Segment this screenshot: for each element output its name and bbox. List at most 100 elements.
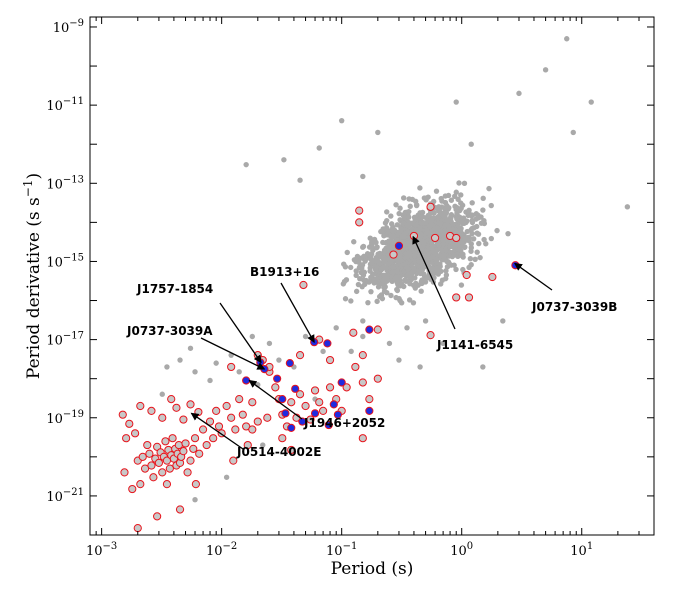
binary-pulsar-point — [358, 351, 367, 360]
y-tick-base: 10 — [46, 255, 63, 270]
pulsar-point — [353, 288, 360, 295]
pulsar-point — [468, 244, 474, 251]
y-tick-base: 10 — [46, 99, 63, 114]
pulsar-point — [398, 281, 405, 287]
y-tick-label: 10−13 — [46, 174, 84, 192]
pulsar-point — [338, 117, 345, 124]
binary-pulsar-point — [138, 452, 147, 461]
pulsar-point — [266, 340, 273, 347]
pulsar-point — [480, 207, 486, 213]
double-ns-point — [273, 374, 282, 383]
pulsar-point — [393, 294, 399, 301]
pulsar-point — [380, 239, 386, 246]
pulsar-point — [390, 269, 396, 275]
double-ns-point — [310, 409, 320, 418]
binary-pulsar-point — [253, 417, 262, 426]
binary-pulsar-point — [430, 233, 440, 243]
pulsar-point — [402, 209, 409, 216]
binary-pulsar-point — [287, 445, 296, 455]
pulsar-point — [365, 299, 371, 306]
pulsar-point — [402, 277, 408, 283]
pulsar-point — [192, 369, 198, 375]
double-ns-point — [278, 395, 287, 404]
pulsar-point — [390, 224, 396, 230]
pulsar-point — [375, 129, 381, 136]
pulsar-point — [407, 220, 413, 226]
y-tick-base: 10 — [46, 334, 63, 349]
plot-area — [89, 16, 655, 536]
pulsar-point — [451, 245, 458, 251]
pulsar-point — [425, 258, 431, 264]
binary-pulsar-point — [120, 468, 129, 477]
binary-pulsar-point — [147, 461, 156, 470]
binary-pulsar-point — [128, 484, 137, 494]
binary-pulsar-point — [212, 406, 221, 415]
pulsar-point — [377, 250, 383, 257]
pulsar-point — [429, 254, 436, 260]
pulsar-point — [435, 271, 441, 277]
pulsar-point — [470, 236, 477, 242]
pulsar-point — [476, 240, 482, 247]
x-axis-title: Period (s) — [331, 559, 414, 579]
pulsar-point — [388, 213, 394, 219]
binary-pulsar-point — [191, 480, 200, 489]
pulsar-point — [469, 200, 475, 206]
pulsar-point — [359, 283, 365, 290]
pulsar-point — [418, 278, 425, 285]
pulsar-point — [159, 391, 165, 397]
binary-pulsar-point — [315, 398, 324, 407]
pulsar-point — [429, 217, 435, 223]
pulsar-point — [441, 252, 447, 258]
pulsar-point — [468, 262, 474, 268]
pulsar-point — [417, 364, 423, 370]
pulsar-point — [384, 289, 390, 296]
pulsar-point — [403, 264, 410, 270]
pulsar-point — [411, 252, 418, 258]
binary-pulsar-point — [181, 439, 190, 448]
pulsar-point — [406, 196, 412, 202]
pulsar-point — [465, 212, 472, 218]
pulsar-point — [361, 269, 368, 275]
pulsar-point — [384, 209, 390, 215]
pulsar-point — [440, 340, 446, 347]
pulsar-point — [418, 259, 424, 266]
x-tick-base: 10 — [450, 544, 467, 559]
binary-pulsar-point — [153, 512, 162, 521]
pulsar-point — [302, 333, 309, 340]
annotation-label: J0737-3039B — [531, 300, 617, 314]
binary-pulsar-point — [227, 362, 236, 372]
binary-pulsar-point — [149, 473, 158, 482]
pulsar-point — [395, 232, 401, 238]
pulsar-point — [461, 180, 468, 187]
pulsar-point — [390, 245, 397, 252]
pulsar-point — [375, 280, 382, 286]
x-tick-exp: 1 — [587, 541, 593, 552]
pulsar-point — [458, 192, 464, 198]
annotation-arrow — [514, 262, 553, 291]
pulsar-point — [397, 205, 403, 211]
binary-pulsar-point — [158, 413, 167, 422]
y-tick-exp: −15 — [63, 252, 84, 263]
pulsar-point — [351, 257, 358, 263]
pulsar-point — [437, 228, 444, 234]
pulsar-point — [505, 230, 511, 237]
annotation-label: B1913+16 — [250, 265, 319, 279]
y-tick-base: 10 — [46, 177, 63, 192]
pulsar-point — [564, 36, 570, 42]
pulsar-point — [428, 245, 435, 251]
pulsar-point — [453, 189, 459, 195]
pulsar-point — [357, 276, 363, 282]
pulsar-point — [455, 241, 462, 248]
binary-pulsar-point — [278, 434, 287, 443]
pulsar-point — [460, 266, 466, 273]
binary-pulsar-point — [125, 419, 134, 428]
pulsar-point — [459, 220, 466, 226]
binary-pulsar-point — [214, 422, 224, 431]
binary-pulsar-point — [158, 468, 167, 477]
pulsar-point — [394, 268, 400, 274]
binary-pulsar-point — [342, 383, 351, 392]
pulsar-point — [177, 357, 183, 363]
pulsar-point — [413, 202, 420, 208]
binary-pulsar-point — [349, 328, 358, 337]
